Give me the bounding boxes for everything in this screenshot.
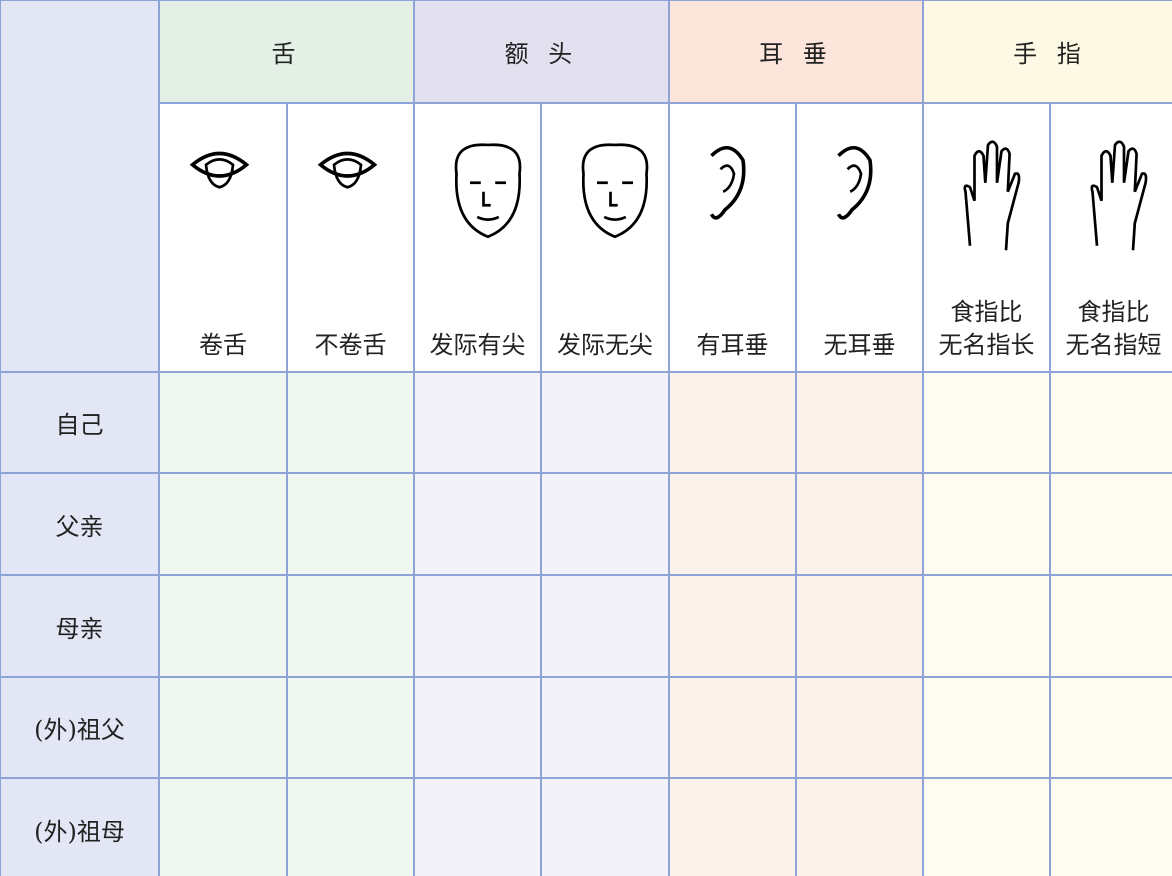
data-cell xyxy=(541,778,669,876)
data-cell xyxy=(414,677,541,778)
group-header: 额 头 xyxy=(414,0,669,103)
group-header: 耳 垂 xyxy=(669,0,923,103)
data-cell xyxy=(796,778,923,876)
data-cell xyxy=(159,575,287,677)
trait-cell: 不卷舌 xyxy=(287,103,414,372)
row-label: (外)祖父 xyxy=(0,677,159,778)
data-cell xyxy=(669,677,796,778)
row-label: 父亲 xyxy=(0,473,159,575)
data-cell xyxy=(287,677,414,778)
data-cell xyxy=(159,372,287,473)
data-cell xyxy=(669,372,796,473)
data-cell xyxy=(287,473,414,575)
row-label: 自己 xyxy=(0,372,159,473)
data-cell xyxy=(923,575,1050,677)
data-cell xyxy=(541,372,669,473)
ear-icon xyxy=(709,146,746,220)
face-icon xyxy=(581,143,649,239)
data-cell xyxy=(414,778,541,876)
trait-cell: 发际无尖 xyxy=(541,103,669,372)
trait-cell: 有耳垂 xyxy=(669,103,796,372)
ear-icon xyxy=(836,146,873,220)
data-cell xyxy=(796,677,923,778)
group-header: 舌 xyxy=(159,0,414,103)
data-cell xyxy=(414,575,541,677)
data-cell xyxy=(159,778,287,876)
data-cell xyxy=(1050,372,1172,473)
data-cell xyxy=(796,575,923,677)
data-cell xyxy=(923,677,1050,778)
data-cell xyxy=(1050,575,1172,677)
data-cell xyxy=(1050,473,1172,575)
trait-cell: 无耳垂 xyxy=(796,103,923,372)
data-cell xyxy=(923,473,1050,575)
trait-cell: 卷舌 xyxy=(159,103,287,372)
hand-icon xyxy=(962,140,1020,251)
trait-cell: 食指比 无名指短 xyxy=(1050,103,1172,372)
tongue-icon xyxy=(317,151,377,189)
data-cell xyxy=(287,778,414,876)
data-cell xyxy=(414,473,541,575)
tongue-icon xyxy=(189,151,250,189)
group-header: 手 指 xyxy=(923,0,1172,103)
data-cell xyxy=(796,473,923,575)
corner-cell xyxy=(0,0,159,372)
data-cell xyxy=(669,778,796,876)
data-cell xyxy=(796,372,923,473)
trait-cell: 发际有尖 xyxy=(414,103,541,372)
row-label: (外)祖母 xyxy=(0,778,159,876)
data-cell xyxy=(923,372,1050,473)
data-cell xyxy=(541,575,669,677)
data-cell xyxy=(1050,677,1172,778)
trait-cell: 食指比 无名指长 xyxy=(923,103,1050,372)
data-cell xyxy=(1050,778,1172,876)
data-cell xyxy=(414,372,541,473)
data-cell xyxy=(541,677,669,778)
data-cell xyxy=(923,778,1050,876)
data-cell xyxy=(669,473,796,575)
data-cell xyxy=(287,372,414,473)
data-cell xyxy=(159,677,287,778)
face-icon xyxy=(454,143,521,239)
row-label: 母亲 xyxy=(0,575,159,677)
data-cell xyxy=(159,473,287,575)
hand-icon xyxy=(1089,140,1147,251)
data-cell xyxy=(287,575,414,677)
data-cell xyxy=(541,473,669,575)
data-cell xyxy=(669,575,796,677)
